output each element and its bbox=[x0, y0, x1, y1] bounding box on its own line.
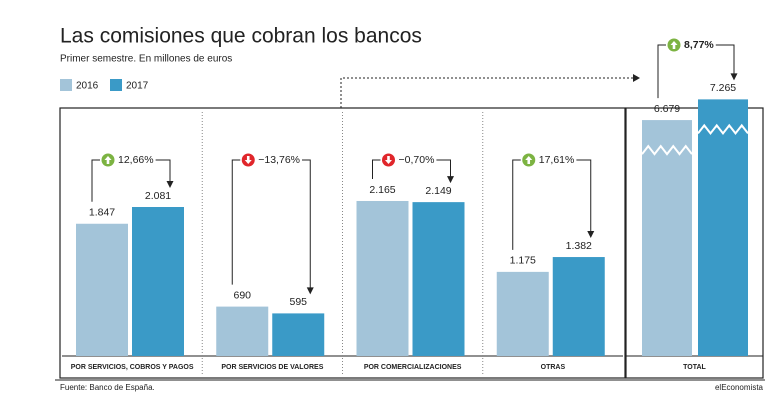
total-frame bbox=[625, 107, 764, 379]
value-label: 595 bbox=[289, 296, 307, 308]
change-bracket bbox=[302, 159, 311, 290]
change-bracket bbox=[155, 159, 171, 184]
value-label: 6.679 bbox=[654, 103, 680, 115]
value-label: 1.175 bbox=[510, 255, 536, 267]
bar bbox=[272, 313, 325, 356]
bar bbox=[552, 257, 605, 356]
change-arrowhead bbox=[166, 181, 174, 189]
change-arrowhead bbox=[587, 231, 595, 239]
axis-break bbox=[697, 123, 749, 136]
change-label: −0,70% bbox=[399, 154, 435, 166]
legend-label: 2016 bbox=[76, 81, 99, 92]
value-label: 1.382 bbox=[566, 240, 592, 252]
change-arrowhead bbox=[730, 73, 738, 81]
value-label: 2.149 bbox=[425, 185, 451, 197]
axis-break bbox=[641, 144, 693, 156]
change-bracket bbox=[576, 159, 592, 234]
bar bbox=[216, 306, 269, 356]
chart-subtitle: Primer semestre. En millones de euros bbox=[60, 54, 232, 65]
change-arrowhead bbox=[306, 287, 314, 295]
change-bracket bbox=[512, 159, 521, 250]
x-tick-label: POR SERVICIOS, COBROS Y PAGOS bbox=[71, 364, 194, 371]
link-arrow bbox=[633, 74, 640, 82]
change-label: −13,76% bbox=[258, 154, 300, 166]
value-label: 7.265 bbox=[710, 82, 736, 94]
value-label: 2.165 bbox=[369, 184, 395, 196]
x-tick-label: POR COMERCIALIZACIONES bbox=[364, 364, 462, 371]
bar bbox=[412, 202, 465, 356]
bar bbox=[132, 207, 184, 356]
bar bbox=[76, 223, 128, 356]
x-tick-label: POR SERVICIOS DE VALORES bbox=[221, 364, 323, 371]
change-icon-arrow bbox=[385, 156, 392, 164]
legend-swatch bbox=[110, 79, 122, 91]
bar bbox=[356, 200, 409, 356]
change-label: 8,77% bbox=[684, 39, 714, 51]
chart-title: Las comisiones que cobran los bancos bbox=[60, 25, 422, 48]
change-label: 17,61% bbox=[539, 154, 575, 166]
change-bracket bbox=[372, 159, 381, 179]
change-icon-arrow bbox=[244, 156, 252, 164]
legend-swatch bbox=[60, 79, 72, 91]
link-line bbox=[340, 77, 636, 108]
value-label: 690 bbox=[233, 289, 251, 301]
change-label: 12,66% bbox=[118, 154, 154, 166]
change-bracket bbox=[657, 44, 666, 99]
brand: elEconomista bbox=[715, 383, 764, 392]
x-tick-label: TOTAL bbox=[683, 364, 706, 371]
panel-frame bbox=[59, 107, 626, 379]
change-icon-arrow bbox=[525, 156, 533, 164]
bar bbox=[642, 120, 692, 356]
change-icon-arrow bbox=[670, 41, 678, 49]
value-label: 2.081 bbox=[145, 190, 171, 202]
change-arrowhead bbox=[447, 176, 454, 184]
value-label: 1.847 bbox=[89, 207, 115, 219]
change-bracket bbox=[715, 44, 735, 76]
change-bracket bbox=[436, 159, 451, 179]
source: Fuente: Banco de España. bbox=[60, 383, 155, 392]
bar bbox=[698, 99, 748, 356]
bar bbox=[496, 271, 549, 356]
legend-label: 2017 bbox=[126, 81, 149, 92]
change-bracket bbox=[231, 159, 241, 285]
change-icon-arrow bbox=[104, 156, 112, 164]
change-bracket bbox=[91, 159, 100, 202]
x-tick-label: OTRAS bbox=[541, 364, 566, 371]
